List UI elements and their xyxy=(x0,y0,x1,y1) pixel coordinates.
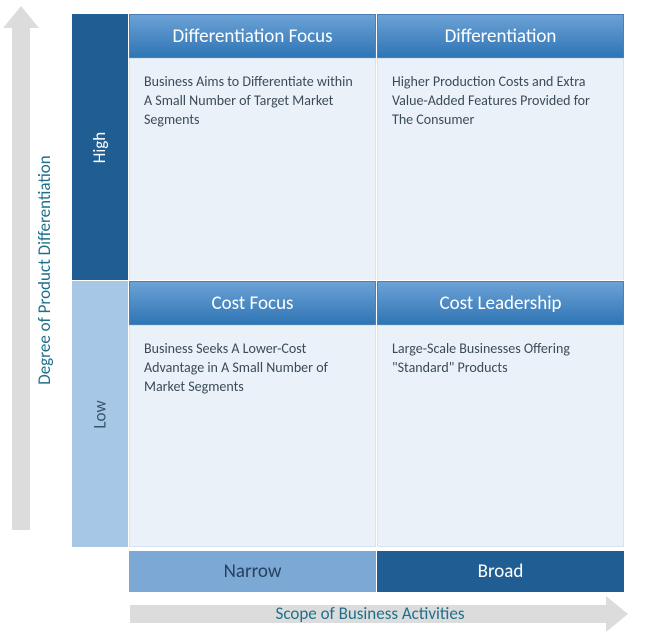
row-label-high: High xyxy=(72,14,128,281)
x-axis-label: Scope of Business Activities xyxy=(130,605,610,623)
quadrant-desc: Higher Production Costs and Extra Value-… xyxy=(377,58,624,281)
quadrant-desc: Business Seeks A Lower-Cost Advantage in… xyxy=(129,325,376,547)
y-axis-arrow-shaft xyxy=(12,24,30,530)
strategy-matrix: High Low Differentiation Focus Business … xyxy=(72,14,624,592)
diagram-root: Degree of Product Differentiation Scope … xyxy=(0,0,648,643)
row-label-high-text: High xyxy=(90,132,111,163)
quadrant-title: Differentiation Focus xyxy=(129,14,376,58)
quadrant-cost-leadership: Cost Leadership Large-Scale Businesses O… xyxy=(377,281,624,547)
col-label-broad: Broad xyxy=(377,551,624,592)
quadrant-title: Cost Focus xyxy=(129,281,376,325)
col-label-narrow: Narrow xyxy=(129,551,376,592)
y-axis-arrow-head xyxy=(3,6,39,28)
y-axis-label: Degree of Product Differentiation xyxy=(34,105,55,435)
quadrant-desc: Business Aims to Differentiate within A … xyxy=(129,58,376,281)
quadrant-title: Cost Leadership xyxy=(377,281,624,325)
row-label-low: Low xyxy=(72,281,128,547)
row-label-low-text: Low xyxy=(89,400,110,428)
quadrant-differentiation-focus: Differentiation Focus Business Aims to D… xyxy=(129,14,376,281)
quadrant-differentiation: Differentiation Higher Production Costs … xyxy=(377,14,624,281)
quadrant-cost-focus: Cost Focus Business Seeks A Lower-Cost A… xyxy=(129,281,376,547)
quadrant-title: Differentiation xyxy=(377,14,624,58)
quadrant-desc: Large-Scale Businesses Offering "Standar… xyxy=(377,325,624,547)
